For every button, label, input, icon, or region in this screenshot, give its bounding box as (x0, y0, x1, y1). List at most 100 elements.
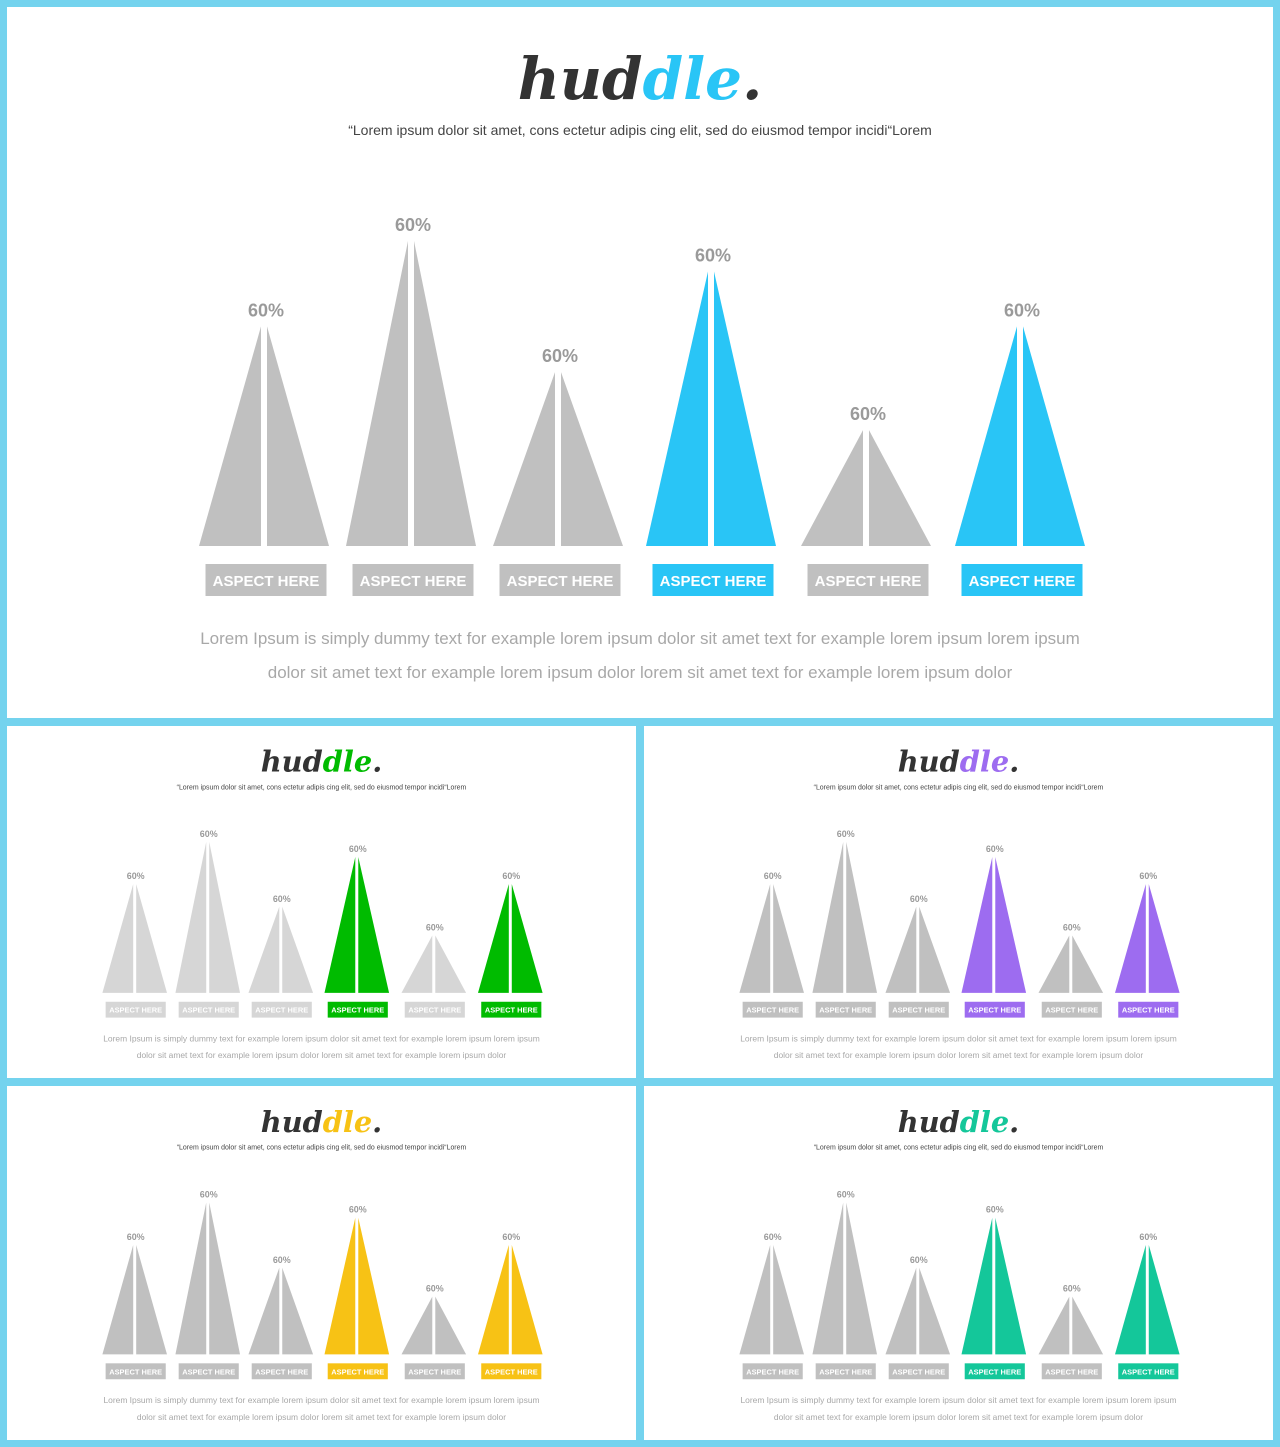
value-label-5: 60% (1063, 923, 1081, 933)
triangle-right-1 (136, 884, 167, 993)
logo-suffix: . (742, 45, 762, 113)
triangle-left-6 (478, 884, 509, 993)
triangle-left-5 (401, 1296, 433, 1355)
slide-canvas: huddle. “Lorem ipsum dolor sit amet, cons… (199, 45, 1085, 682)
description-line-1: Lorem Ipsum is simply dummy text for exa… (103, 1033, 540, 1043)
category-label-2: ASPECT HERE (360, 573, 467, 590)
category-box-5 (1041, 1001, 1102, 1018)
category-label-4: ASPECT HERE (968, 1367, 1021, 1376)
triangle-left-6 (1115, 1245, 1146, 1355)
logo-prefix: hud (261, 1105, 323, 1139)
value-label-4: 60% (986, 1205, 1004, 1215)
category-box-4 (964, 1001, 1025, 1018)
category-label-6: ASPECT HERE (969, 573, 1076, 590)
value-label-1: 60% (127, 871, 145, 881)
triangle-left-5 (1038, 935, 1070, 993)
value-label-5: 60% (426, 923, 444, 933)
logo-suffix: . (1009, 1105, 1019, 1139)
description-line-2: dolor sit amet text for example lorem ip… (137, 1412, 506, 1422)
category-box-1 (105, 1363, 166, 1380)
value-label-4: 60% (695, 246, 731, 266)
description-line-1: Lorem Ipsum is simply dummy text for exa… (200, 629, 1080, 648)
category-label-1: ASPECT HERE (109, 1006, 162, 1015)
value-label-4: 60% (349, 1205, 367, 1215)
logo-suffix: . (372, 1105, 382, 1139)
triangle-right-6 (511, 1245, 543, 1355)
triangle-left-6 (1115, 884, 1146, 993)
triangle-chart: 60% ASPECT HERE 60% ASPECT HERE 60% ASPECT HE… (102, 1190, 543, 1380)
slide-teal: huddle. “Lorem ipsum dolor sit amet, cons… (644, 1086, 1273, 1440)
category-label-4: ASPECT HERE (968, 1006, 1021, 1015)
category-label-2: ASPECT HERE (819, 1367, 872, 1376)
category-label-6: ASPECT HERE (1122, 1006, 1175, 1015)
triangle-right-3 (919, 1267, 951, 1355)
category-box-2 (352, 564, 474, 596)
category-box-2 (178, 1363, 239, 1380)
logo: huddle. (518, 45, 763, 113)
triangle-left-4 (961, 856, 993, 993)
category-label-3: ASPECT HERE (255, 1006, 308, 1015)
value-label-2: 60% (200, 829, 218, 839)
category-box-2 (815, 1001, 876, 1018)
triangle-left-3 (248, 1267, 280, 1355)
category-box-4 (964, 1363, 1025, 1380)
triangle-right-1 (773, 884, 804, 993)
logo-prefix: hud (261, 745, 323, 779)
category-label-1: ASPECT HERE (213, 573, 320, 590)
triangle-left-4 (324, 1217, 356, 1355)
category-label-2: ASPECT HERE (182, 1367, 235, 1376)
value-label-5: 60% (426, 1284, 444, 1294)
category-box-1 (205, 564, 327, 596)
triangle-left-1 (102, 1245, 134, 1355)
value-label-3: 60% (542, 346, 578, 366)
category-box-5 (807, 564, 929, 596)
triangle-right-2 (414, 241, 476, 546)
category-box-6 (481, 1001, 542, 1018)
value-label-1: 60% (248, 300, 284, 320)
logo-prefix: hud (898, 745, 960, 779)
category-label-5: ASPECT HERE (815, 573, 922, 590)
value-label-4: 60% (349, 844, 367, 854)
category-label-3: ASPECT HERE (892, 1367, 945, 1376)
logo-accent: dle (643, 45, 743, 113)
value-label-4: 60% (986, 844, 1004, 854)
category-box-3 (499, 564, 621, 596)
category-box-2 (178, 1001, 239, 1018)
triangle-right-3 (561, 372, 623, 546)
value-label-3: 60% (273, 1255, 291, 1265)
category-label-1: ASPECT HERE (746, 1006, 799, 1015)
category-box-6 (1118, 1363, 1179, 1380)
subtitle: “Lorem ipsum dolor sit amet, cons ectetu… (814, 1145, 1104, 1152)
category-box-6 (1118, 1001, 1179, 1018)
value-label-5: 60% (850, 404, 886, 424)
triangle-left-1 (102, 884, 134, 993)
triangle-left-2 (812, 1202, 844, 1355)
triangle-right-1 (136, 1245, 167, 1355)
triangle-right-5 (435, 935, 467, 993)
category-label-4: ASPECT HERE (331, 1367, 384, 1376)
description-line-2: dolor sit amet text for example lorem ip… (774, 1412, 1143, 1422)
triangle-right-4 (358, 1217, 390, 1355)
triangle-right-6 (1023, 326, 1085, 546)
description-line-1: Lorem Ipsum is simply dummy text for exa… (103, 1395, 539, 1405)
triangle-left-4 (961, 1217, 993, 1355)
description-line-2: dolor sit amet text for example lorem ip… (774, 1050, 1144, 1060)
category-label-3: ASPECT HERE (255, 1367, 308, 1376)
value-label-6: 60% (502, 871, 520, 881)
category-box-1 (742, 1363, 803, 1380)
triangle-right-5 (435, 1296, 467, 1355)
subtitle: “Lorem ipsum dolor sit amet, cons ectetu… (348, 122, 932, 138)
triangle-right-3 (919, 906, 951, 993)
category-box-3 (251, 1363, 312, 1380)
category-box-5 (1041, 1363, 1102, 1380)
triangle-left-2 (812, 841, 844, 993)
logo: huddle. (261, 745, 382, 779)
logo-accent: dle (960, 745, 1009, 779)
triangle-left-6 (478, 1245, 509, 1355)
logo-accent: dle (323, 1105, 372, 1139)
triangle-right-6 (1148, 884, 1180, 993)
category-label-6: ASPECT HERE (1122, 1367, 1175, 1376)
triangle-left-5 (801, 430, 863, 546)
logo-suffix: . (1009, 745, 1019, 779)
triangle-left-5 (1038, 1296, 1070, 1355)
